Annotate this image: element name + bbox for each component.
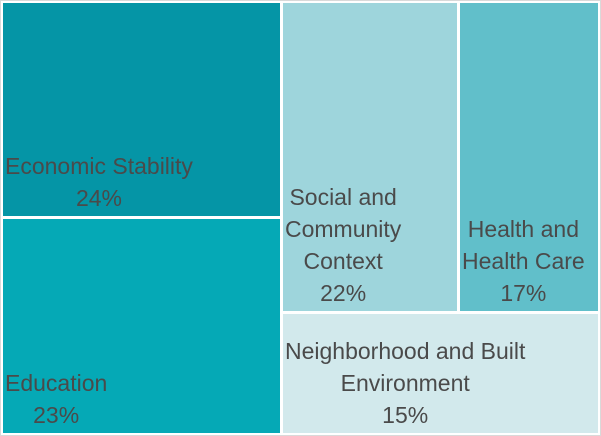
- treemap-cell-education[interactable]: Education 23%: [3, 219, 280, 433]
- economic-stability-label: Economic Stability 24%: [3, 150, 193, 216]
- social-community-context-label: Social and Community Context 22%: [283, 181, 401, 311]
- cell-title: Economic Stability: [5, 153, 193, 179]
- cell-title: Neighborhood and Built: [285, 338, 526, 364]
- cell-title: Health and: [467, 216, 579, 242]
- cell-percent: 23%: [33, 402, 80, 428]
- treemap-cell-social-community-context[interactable]: Social and Community Context 22%: [283, 3, 457, 311]
- cell-percent: 24%: [75, 185, 122, 211]
- treemap-cell-health-and-health-care[interactable]: Health and Health Care 17%: [460, 3, 598, 311]
- treemap-left-column: Economic Stability 24% Education 23%: [3, 3, 280, 433]
- treemap-cell-economic-stability[interactable]: Economic Stability 24%: [3, 3, 280, 216]
- cell-title: Education: [5, 370, 108, 396]
- cell-title: Community: [285, 216, 402, 242]
- health-and-health-care-label: Health and Health Care 17%: [460, 213, 585, 311]
- education-label: Education 23%: [3, 367, 107, 433]
- treemap-right-column: Social and Community Context 22% Health …: [283, 3, 598, 433]
- cell-percent: 22%: [320, 280, 367, 306]
- cell-title: Environment: [340, 370, 470, 396]
- cell-title: Health Care: [462, 248, 585, 274]
- cell-title: Social and: [289, 184, 397, 210]
- neighborhood-built-environment-label: Neighborhood and Built Environment 15%: [283, 335, 525, 433]
- cell-percent: 17%: [500, 280, 547, 306]
- cell-percent: 15%: [382, 402, 429, 428]
- treemap-top-row: Social and Community Context 22% Health …: [283, 3, 598, 311]
- cell-title: Context: [303, 248, 383, 274]
- treemap-cell-neighborhood-built-environment[interactable]: Neighborhood and Built Environment 15%: [283, 314, 598, 433]
